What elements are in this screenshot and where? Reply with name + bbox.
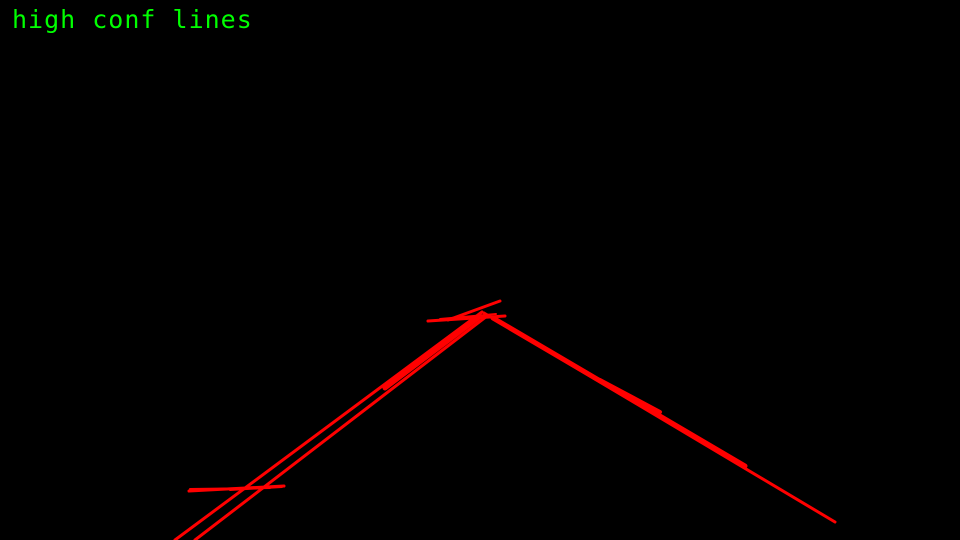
overlay-label: high conf lines (12, 5, 253, 34)
apex-artifact-line-1 (426, 314, 507, 323)
apex-artifact-line-2 (439, 313, 497, 320)
left-lane-line-inner (193, 314, 489, 540)
right-lane-line-seg (598, 378, 662, 414)
left-lane-line-outer (173, 310, 484, 540)
left-lane-line-thick (382, 315, 481, 391)
horizontal-artifact-line-3 (229, 486, 283, 491)
